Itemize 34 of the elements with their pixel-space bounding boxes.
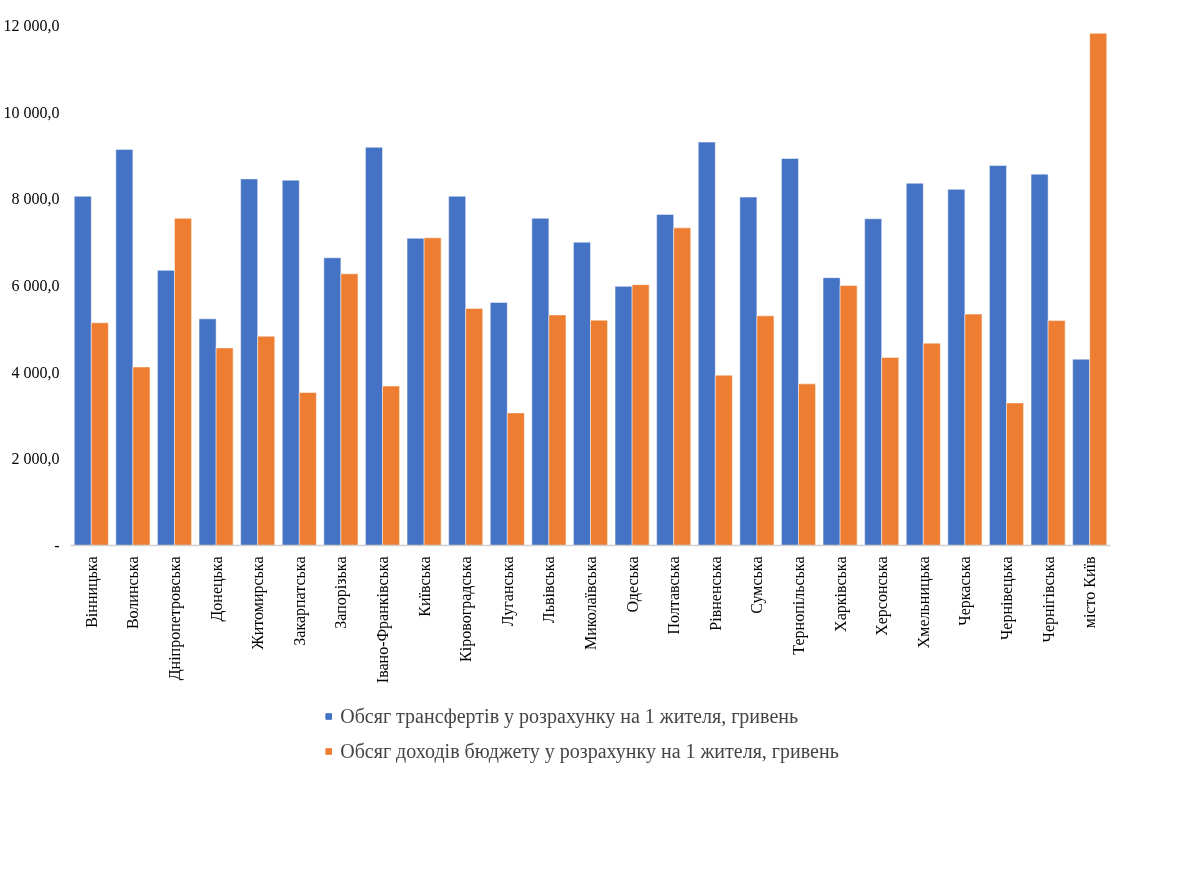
x-tick-label: Хмельницька: [914, 556, 933, 649]
x-tick-label: Дніпропетровська: [166, 556, 184, 681]
x-tick-label: Запорізька: [332, 556, 351, 629]
x-tick-label: Херсонська: [873, 556, 892, 636]
x-tick-label: Рівненська: [706, 556, 724, 631]
x-tick-label: Волинська: [124, 556, 142, 630]
x-tick-label: Донецька: [207, 556, 226, 622]
y-tick-label: 10 000,0: [3, 103, 60, 121]
legend-label: Обсяг трансфертів у розрахунку на 1 жителя, гривень: [340, 704, 799, 728]
y-tick-label: -: [54, 537, 60, 554]
legend-label: Обсяг доходів бюджету у розрахунку на 1 жителя, гривень: [340, 739, 839, 763]
x-tick-label: місто Київ: [1081, 556, 1099, 629]
x-tick-label: Тернопільська: [790, 556, 808, 655]
x-tick-label: Житомирська: [249, 556, 268, 650]
y-tick-label: 4 000,0: [11, 363, 60, 381]
x-tick-label: Харківська: [831, 556, 850, 632]
x-tick-label: Полтавська: [665, 556, 683, 635]
x-tick-label: Одеська: [623, 556, 642, 613]
x-tick-label: Вінницька: [82, 556, 101, 628]
x-tick-label: Львівська: [540, 556, 558, 624]
y-tick-label: 2 000,0: [11, 450, 60, 468]
y-tick-label: 12 000,0: [3, 17, 60, 34]
x-tick-label: Сумська: [748, 556, 767, 614]
y-tick-label: 6 000,0: [11, 277, 60, 294]
x-tick-label: Київська: [415, 556, 433, 617]
x-tick-label: Черкаська: [956, 556, 975, 626]
x-tick-label: Закарпатська: [290, 556, 309, 646]
x-tick-label: Івано-Франківська: [374, 556, 392, 684]
x-tick-label: Луганська: [498, 556, 517, 627]
x-tick-label: Чернівецька: [998, 556, 1016, 641]
x-tick-label: Кіровоградська: [457, 556, 476, 662]
x-tick-label: Чернігівська: [1039, 556, 1058, 643]
x-tick-label: Миколаївська: [582, 556, 599, 651]
y-tick-label: 8 000,0: [11, 190, 60, 208]
